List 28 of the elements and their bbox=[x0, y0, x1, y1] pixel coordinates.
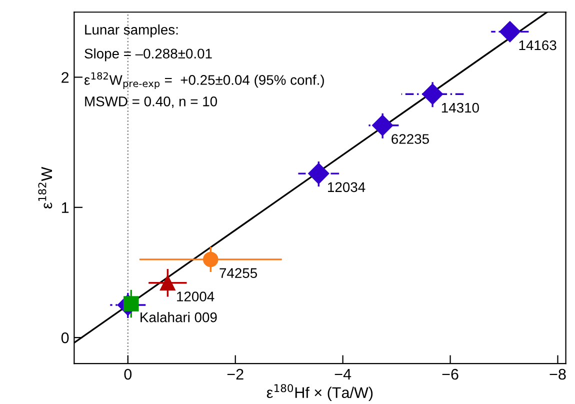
point bbox=[160, 275, 176, 291]
annotation: 12034 bbox=[328, 182, 366, 192]
x-tick-label: −2 bbox=[227, 368, 244, 380]
annotation: 14163 bbox=[519, 40, 556, 50]
point bbox=[422, 84, 444, 105]
point bbox=[203, 252, 218, 268]
annotation: MSWD = 0.40, n = 10 bbox=[85, 96, 218, 108]
y-tick-label: 2 bbox=[62, 72, 69, 83]
y-axis-title: ε$^{182}$W bbox=[38, 166, 52, 208]
x-tick-label: −8 bbox=[550, 368, 566, 380]
annotation: ε$^{182}$W$_{pre-exp}$ = +0.25±0.04 (95% conf.) bbox=[84, 72, 324, 90]
annotation: Kalahari 009 bbox=[140, 312, 217, 322]
annotation: Slope = –0.288±0.01 bbox=[84, 48, 212, 62]
x-tick-label: −6 bbox=[442, 368, 458, 380]
x-tick-label: 0 bbox=[124, 368, 132, 380]
annotation: 12004 bbox=[177, 292, 214, 302]
y-tick-label: 0 bbox=[61, 332, 69, 344]
point bbox=[372, 114, 394, 136]
x-tick-label: −4 bbox=[334, 369, 352, 380]
annotation: 74255 bbox=[220, 268, 258, 278]
annotation: 62235 bbox=[392, 134, 429, 144]
annotation: 14310 bbox=[442, 102, 479, 113]
point bbox=[123, 296, 139, 312]
point bbox=[308, 163, 330, 184]
annotation: Lunar samples: bbox=[85, 24, 178, 38]
point bbox=[499, 21, 520, 42]
x-axis-title: ε$^{180}$Hf × (Ta/W) bbox=[266, 384, 373, 402]
y-tick-label: 1 bbox=[62, 202, 69, 213]
